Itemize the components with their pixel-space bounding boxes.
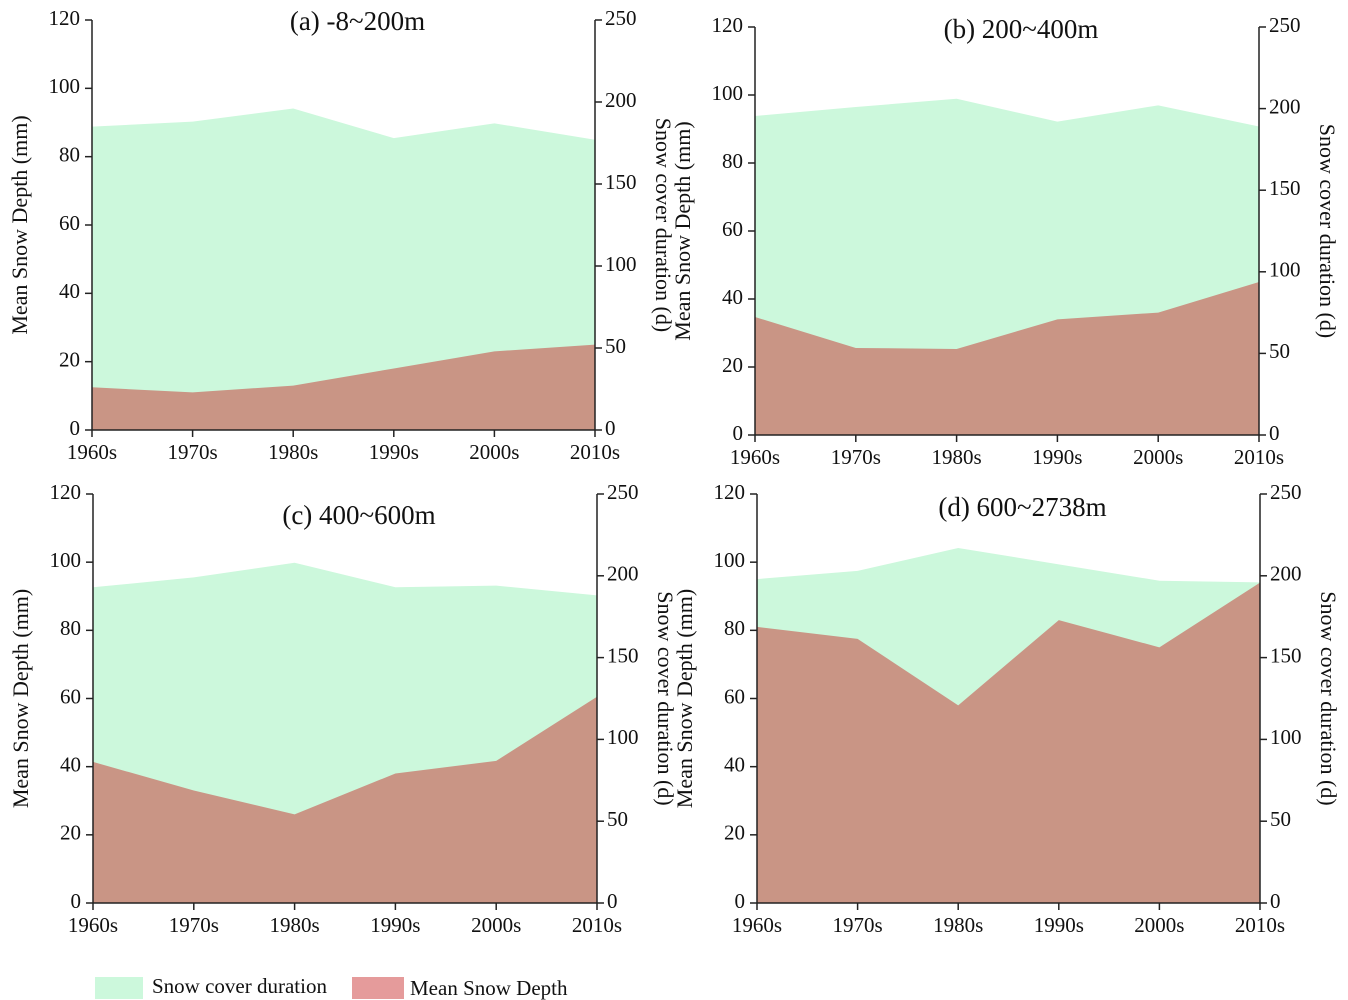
y-tick-label: 120 <box>50 480 82 504</box>
y-axis-label: Mean Snow Depth (mm) <box>672 589 697 808</box>
legend-swatch <box>352 977 404 999</box>
y-axis-label: Mean Snow Depth (mm) <box>7 115 32 334</box>
y2-tick-label: 50 <box>1269 339 1290 363</box>
x-tick-label: 1990s <box>1034 913 1084 937</box>
y-tick-label: 120 <box>49 6 81 30</box>
y-tick-label: 0 <box>735 889 746 913</box>
x-tick-label: 2000s <box>1133 445 1183 469</box>
x-tick-label: 1990s <box>1032 445 1082 469</box>
area <box>93 696 597 903</box>
x-tick-label: 2010s <box>572 913 622 937</box>
y-tick-label: 100 <box>49 74 81 98</box>
y2-tick-label: 0 <box>1270 889 1281 913</box>
area <box>755 282 1259 435</box>
y-tick-label: 40 <box>722 285 743 309</box>
y-tick-label: 120 <box>712 13 744 37</box>
x-tick-label: 2010s <box>570 440 620 464</box>
x-tick-label: 1990s <box>370 913 420 937</box>
y2-tick-label: 0 <box>607 889 618 913</box>
y2-tick-label: 150 <box>605 170 637 194</box>
y2-tick-label: 50 <box>607 807 628 831</box>
x-tick-label: 1980s <box>270 913 320 937</box>
y2-tick-label: 50 <box>1270 807 1291 831</box>
y-tick-label: 60 <box>722 217 743 241</box>
y2-tick-label: 100 <box>605 252 637 276</box>
x-tick-label: 1990s <box>369 440 419 464</box>
x-tick-label: 1970s <box>168 440 218 464</box>
y-tick-label: 120 <box>714 480 746 504</box>
y-tick-label: 80 <box>724 616 745 640</box>
y2-axis-label: Snow cover duration (d) <box>653 591 678 805</box>
y2-tick-label: 150 <box>607 643 639 667</box>
y-tick-label: 60 <box>59 211 80 235</box>
y-tick-label: 40 <box>59 279 80 303</box>
y-tick-label: 0 <box>71 889 82 913</box>
x-tick-label: 2000s <box>1134 913 1184 937</box>
y2-tick-label: 0 <box>1269 421 1280 445</box>
area <box>92 344 595 430</box>
chart-title: (a) -8~200m <box>290 6 425 36</box>
y-tick-label: 0 <box>733 421 744 445</box>
y-axis-label: Mean Snow Depth (mm) <box>670 121 695 340</box>
x-tick-label: 1980s <box>932 445 982 469</box>
x-tick-label: 2010s <box>1235 913 1285 937</box>
y2-axis-label: Snow cover duration (d) <box>651 118 676 332</box>
y2-tick-label: 0 <box>605 416 616 440</box>
y2-tick-label: 250 <box>607 480 639 504</box>
y2-tick-label: 250 <box>1269 13 1301 37</box>
y2-tick-label: 150 <box>1270 643 1302 667</box>
y-tick-label: 40 <box>724 752 745 776</box>
y-tick-label: 60 <box>724 684 745 708</box>
x-tick-label: 1970s <box>169 913 219 937</box>
x-tick-label: 1960s <box>732 913 782 937</box>
x-tick-label: 1960s <box>730 445 780 469</box>
y-tick-label: 20 <box>59 347 80 371</box>
y2-tick-label: 50 <box>605 334 626 358</box>
y2-tick-label: 100 <box>1270 725 1302 749</box>
area <box>92 108 595 430</box>
x-tick-label: 1980s <box>933 913 983 937</box>
legend-label: Mean Snow Depth <box>410 976 568 1000</box>
y-tick-label: 80 <box>59 142 80 166</box>
y2-tick-label: 200 <box>1270 562 1302 586</box>
x-tick-label: 2000s <box>469 440 519 464</box>
y2-tick-label: 100 <box>607 725 639 749</box>
y2-tick-label: 100 <box>1269 258 1301 282</box>
y2-axis-label: Snow cover duration (d) <box>1315 124 1340 338</box>
x-tick-label: 1960s <box>67 440 117 464</box>
y-tick-label: 100 <box>50 548 82 572</box>
y-tick-label: 80 <box>722 149 743 173</box>
y2-axis-label: Snow cover duration (d) <box>1316 591 1341 805</box>
x-tick-label: 1980s <box>268 440 318 464</box>
chart-title: (c) 400~600m <box>282 500 435 530</box>
y2-tick-label: 200 <box>607 562 639 586</box>
y-tick-label: 20 <box>724 821 745 845</box>
y-axis-label: Mean Snow Depth (mm) <box>8 589 33 808</box>
y-tick-label: 100 <box>712 81 744 105</box>
x-tick-label: 2000s <box>471 913 521 937</box>
y2-tick-label: 150 <box>1269 176 1301 200</box>
x-tick-label: 1960s <box>68 913 118 937</box>
x-tick-label: 1970s <box>831 445 881 469</box>
x-tick-label: 1970s <box>833 913 883 937</box>
y2-tick-label: 200 <box>605 88 637 112</box>
y-tick-label: 100 <box>714 548 746 572</box>
legend-label: Snow cover duration <box>152 974 327 998</box>
area <box>757 582 1260 903</box>
y-tick-label: 60 <box>60 684 81 708</box>
y2-tick-label: 250 <box>1270 480 1302 504</box>
y-tick-label: 20 <box>60 821 81 845</box>
y2-tick-label: 250 <box>605 6 637 30</box>
legend-swatch <box>95 977 143 999</box>
y-tick-label: 80 <box>60 616 81 640</box>
y-tick-label: 40 <box>60 752 81 776</box>
x-tick-label: 2010s <box>1234 445 1284 469</box>
y-tick-label: 20 <box>722 353 743 377</box>
y2-tick-label: 200 <box>1269 94 1301 118</box>
chart-title: (b) 200~400m <box>944 14 1099 44</box>
chart-title: (d) 600~2738m <box>938 492 1106 522</box>
y-tick-label: 0 <box>70 416 81 440</box>
